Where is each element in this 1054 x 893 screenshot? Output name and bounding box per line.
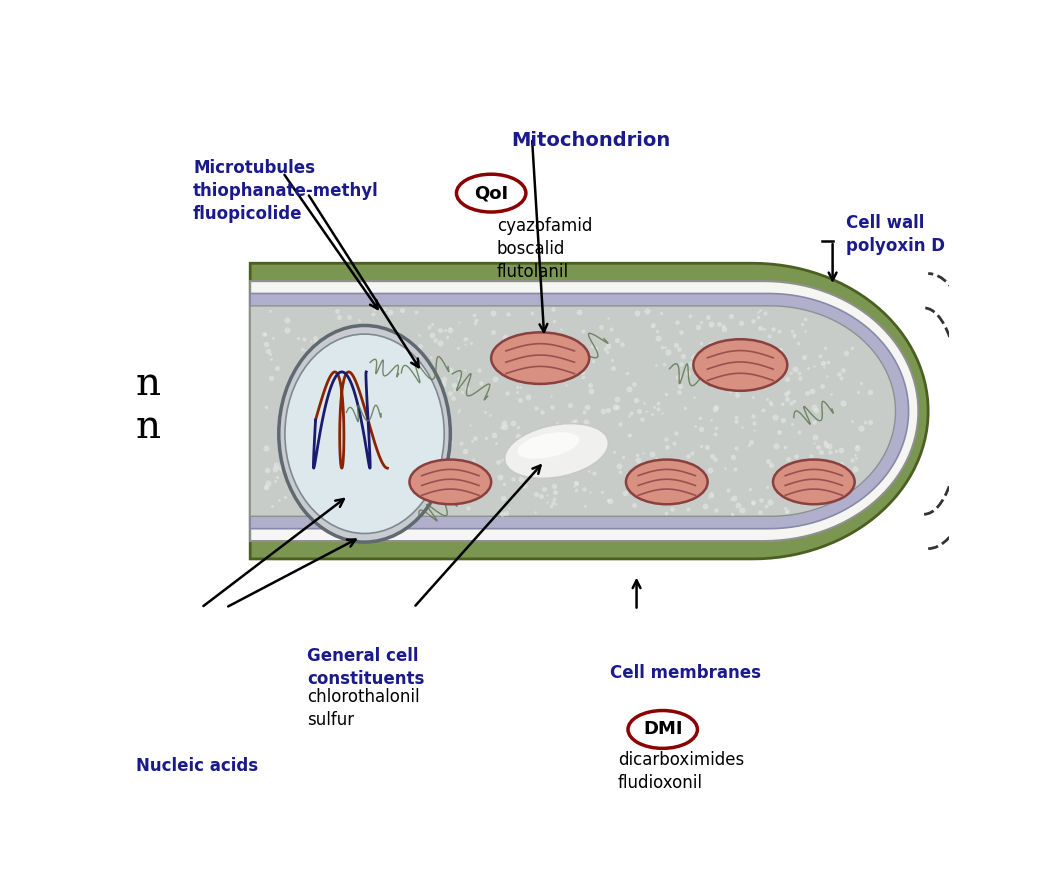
Text: n
n: n n xyxy=(136,366,161,446)
Ellipse shape xyxy=(285,334,444,533)
PathPatch shape xyxy=(250,306,896,516)
Text: DMI: DMI xyxy=(643,721,682,739)
Ellipse shape xyxy=(773,460,855,505)
Ellipse shape xyxy=(278,325,450,542)
Ellipse shape xyxy=(694,339,787,391)
Text: cyazofamid
boscalid
flutolanil: cyazofamid boscalid flutolanil xyxy=(496,217,592,281)
Text: Microtubules
thiophanate-methyl
fluopicolide: Microtubules thiophanate-methyl fluopico… xyxy=(193,159,378,222)
Ellipse shape xyxy=(491,332,589,384)
PathPatch shape xyxy=(250,294,909,529)
Ellipse shape xyxy=(518,432,580,459)
Text: Cell wall
polyoxin D: Cell wall polyoxin D xyxy=(846,213,945,255)
Text: QoI: QoI xyxy=(474,184,508,202)
PathPatch shape xyxy=(250,263,929,559)
Text: Mitochondrion: Mitochondrion xyxy=(511,131,670,150)
Text: chlorothalonil
sulfur: chlorothalonil sulfur xyxy=(308,689,419,729)
Ellipse shape xyxy=(626,460,707,505)
Ellipse shape xyxy=(410,460,491,505)
Text: Nucleic acids: Nucleic acids xyxy=(136,757,258,775)
PathPatch shape xyxy=(250,281,918,541)
Ellipse shape xyxy=(456,174,526,212)
Text: Cell membranes: Cell membranes xyxy=(609,664,761,682)
Text: General cell
constituents: General cell constituents xyxy=(308,647,425,688)
Ellipse shape xyxy=(505,423,608,479)
Ellipse shape xyxy=(628,711,698,748)
Text: dicarboximides
fludioxonil: dicarboximides fludioxonil xyxy=(618,751,744,792)
